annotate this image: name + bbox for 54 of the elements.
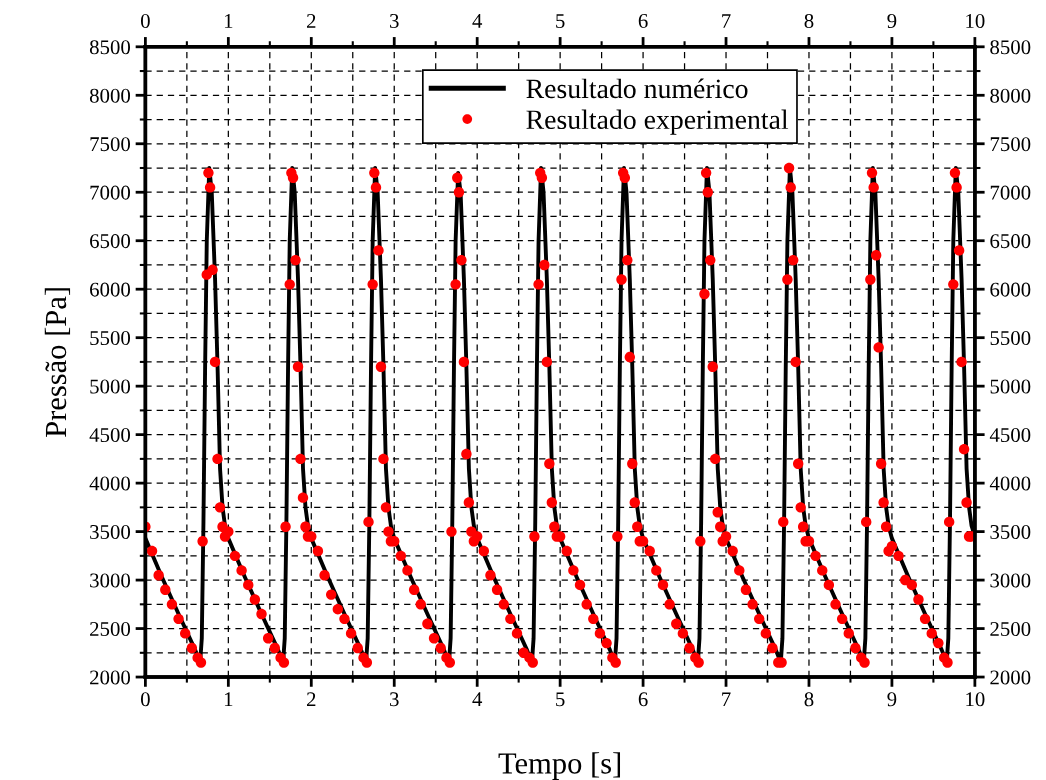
x2-tick-label: 2 — [307, 13, 316, 28]
y-tick-label: 2000 — [90, 670, 131, 685]
y-tick-label: 6000 — [90, 282, 131, 297]
x-tick-label: 4 — [472, 692, 483, 707]
y-tick-label: 3000 — [90, 573, 131, 588]
x-tick-label: 1 — [224, 692, 233, 707]
y-tick-label: 7000 — [90, 185, 131, 200]
y-tick-label: 2500 — [90, 621, 131, 636]
y2-tick-label: 5000 — [990, 379, 1031, 394]
y-tick-label: 6500 — [90, 234, 131, 249]
y2-tick-label: 7500 — [990, 137, 1031, 152]
y-tick-label: 3500 — [90, 524, 131, 540]
x2-tick-label: 8 — [804, 13, 814, 28]
x2-tick-label: 6 — [638, 13, 648, 28]
x2-tick-label: 9 — [887, 13, 897, 28]
x2-tick-label: 4 — [472, 14, 483, 28]
x-tick-label: 6 — [638, 692, 648, 707]
x-tick-label: 5 — [556, 692, 565, 707]
y-axis-title: Pressão [Pa] — [44, 288, 71, 437]
x-tick-label: 2 — [307, 692, 316, 707]
x2-tick-label: 10 — [966, 13, 985, 28]
y2-tick-label: 2500 — [990, 621, 1031, 636]
y2-tick-label: 2000 — [990, 670, 1031, 685]
y2-tick-label: 3000 — [990, 573, 1031, 588]
x2-tick-label: 5 — [556, 14, 565, 28]
y2-tick-label: 6000 — [990, 282, 1031, 297]
y2-tick-label: 4000 — [989, 476, 1031, 491]
x-axis-title: Tempo [s] — [498, 752, 621, 780]
y2-tick-label: 8500 — [990, 40, 1031, 55]
legend-label: Resultado numérico — [526, 78, 748, 99]
y2-tick-label: 4500 — [989, 428, 1031, 443]
x-tick-label: 7 — [722, 692, 731, 707]
y-tick-label: 8000 — [89, 88, 131, 103]
x-tick-label: 3 — [390, 692, 399, 707]
x-tick-label: 0 — [140, 692, 150, 707]
y2-tick-label: 7000 — [990, 185, 1031, 200]
x2-tick-label: 3 — [390, 13, 399, 28]
y2-tick-label: 8000 — [990, 88, 1031, 103]
y-tick-label: 4500 — [89, 428, 131, 443]
x2-tick-label: 0 — [140, 13, 150, 28]
x-tick-label: 10 — [966, 692, 985, 707]
x-tick-label: 9 — [887, 692, 897, 707]
x2-tick-label: 1 — [224, 14, 233, 28]
y-tick-label: 4000 — [89, 476, 131, 491]
y-tick-label: 8500 — [89, 40, 131, 55]
legend-label: Resultado experimental — [526, 109, 789, 135]
y-tick-label: 7500 — [90, 137, 131, 152]
x2-tick-label: 7 — [722, 14, 731, 28]
y-tick-label: 5500 — [90, 331, 131, 346]
y2-tick-label: 6500 — [990, 234, 1031, 249]
y-tick-label: 5000 — [90, 379, 131, 394]
x-tick-label: 8 — [804, 692, 814, 707]
y2-tick-label: 5500 — [990, 331, 1031, 346]
y2-tick-label: 3500 — [990, 524, 1031, 540]
